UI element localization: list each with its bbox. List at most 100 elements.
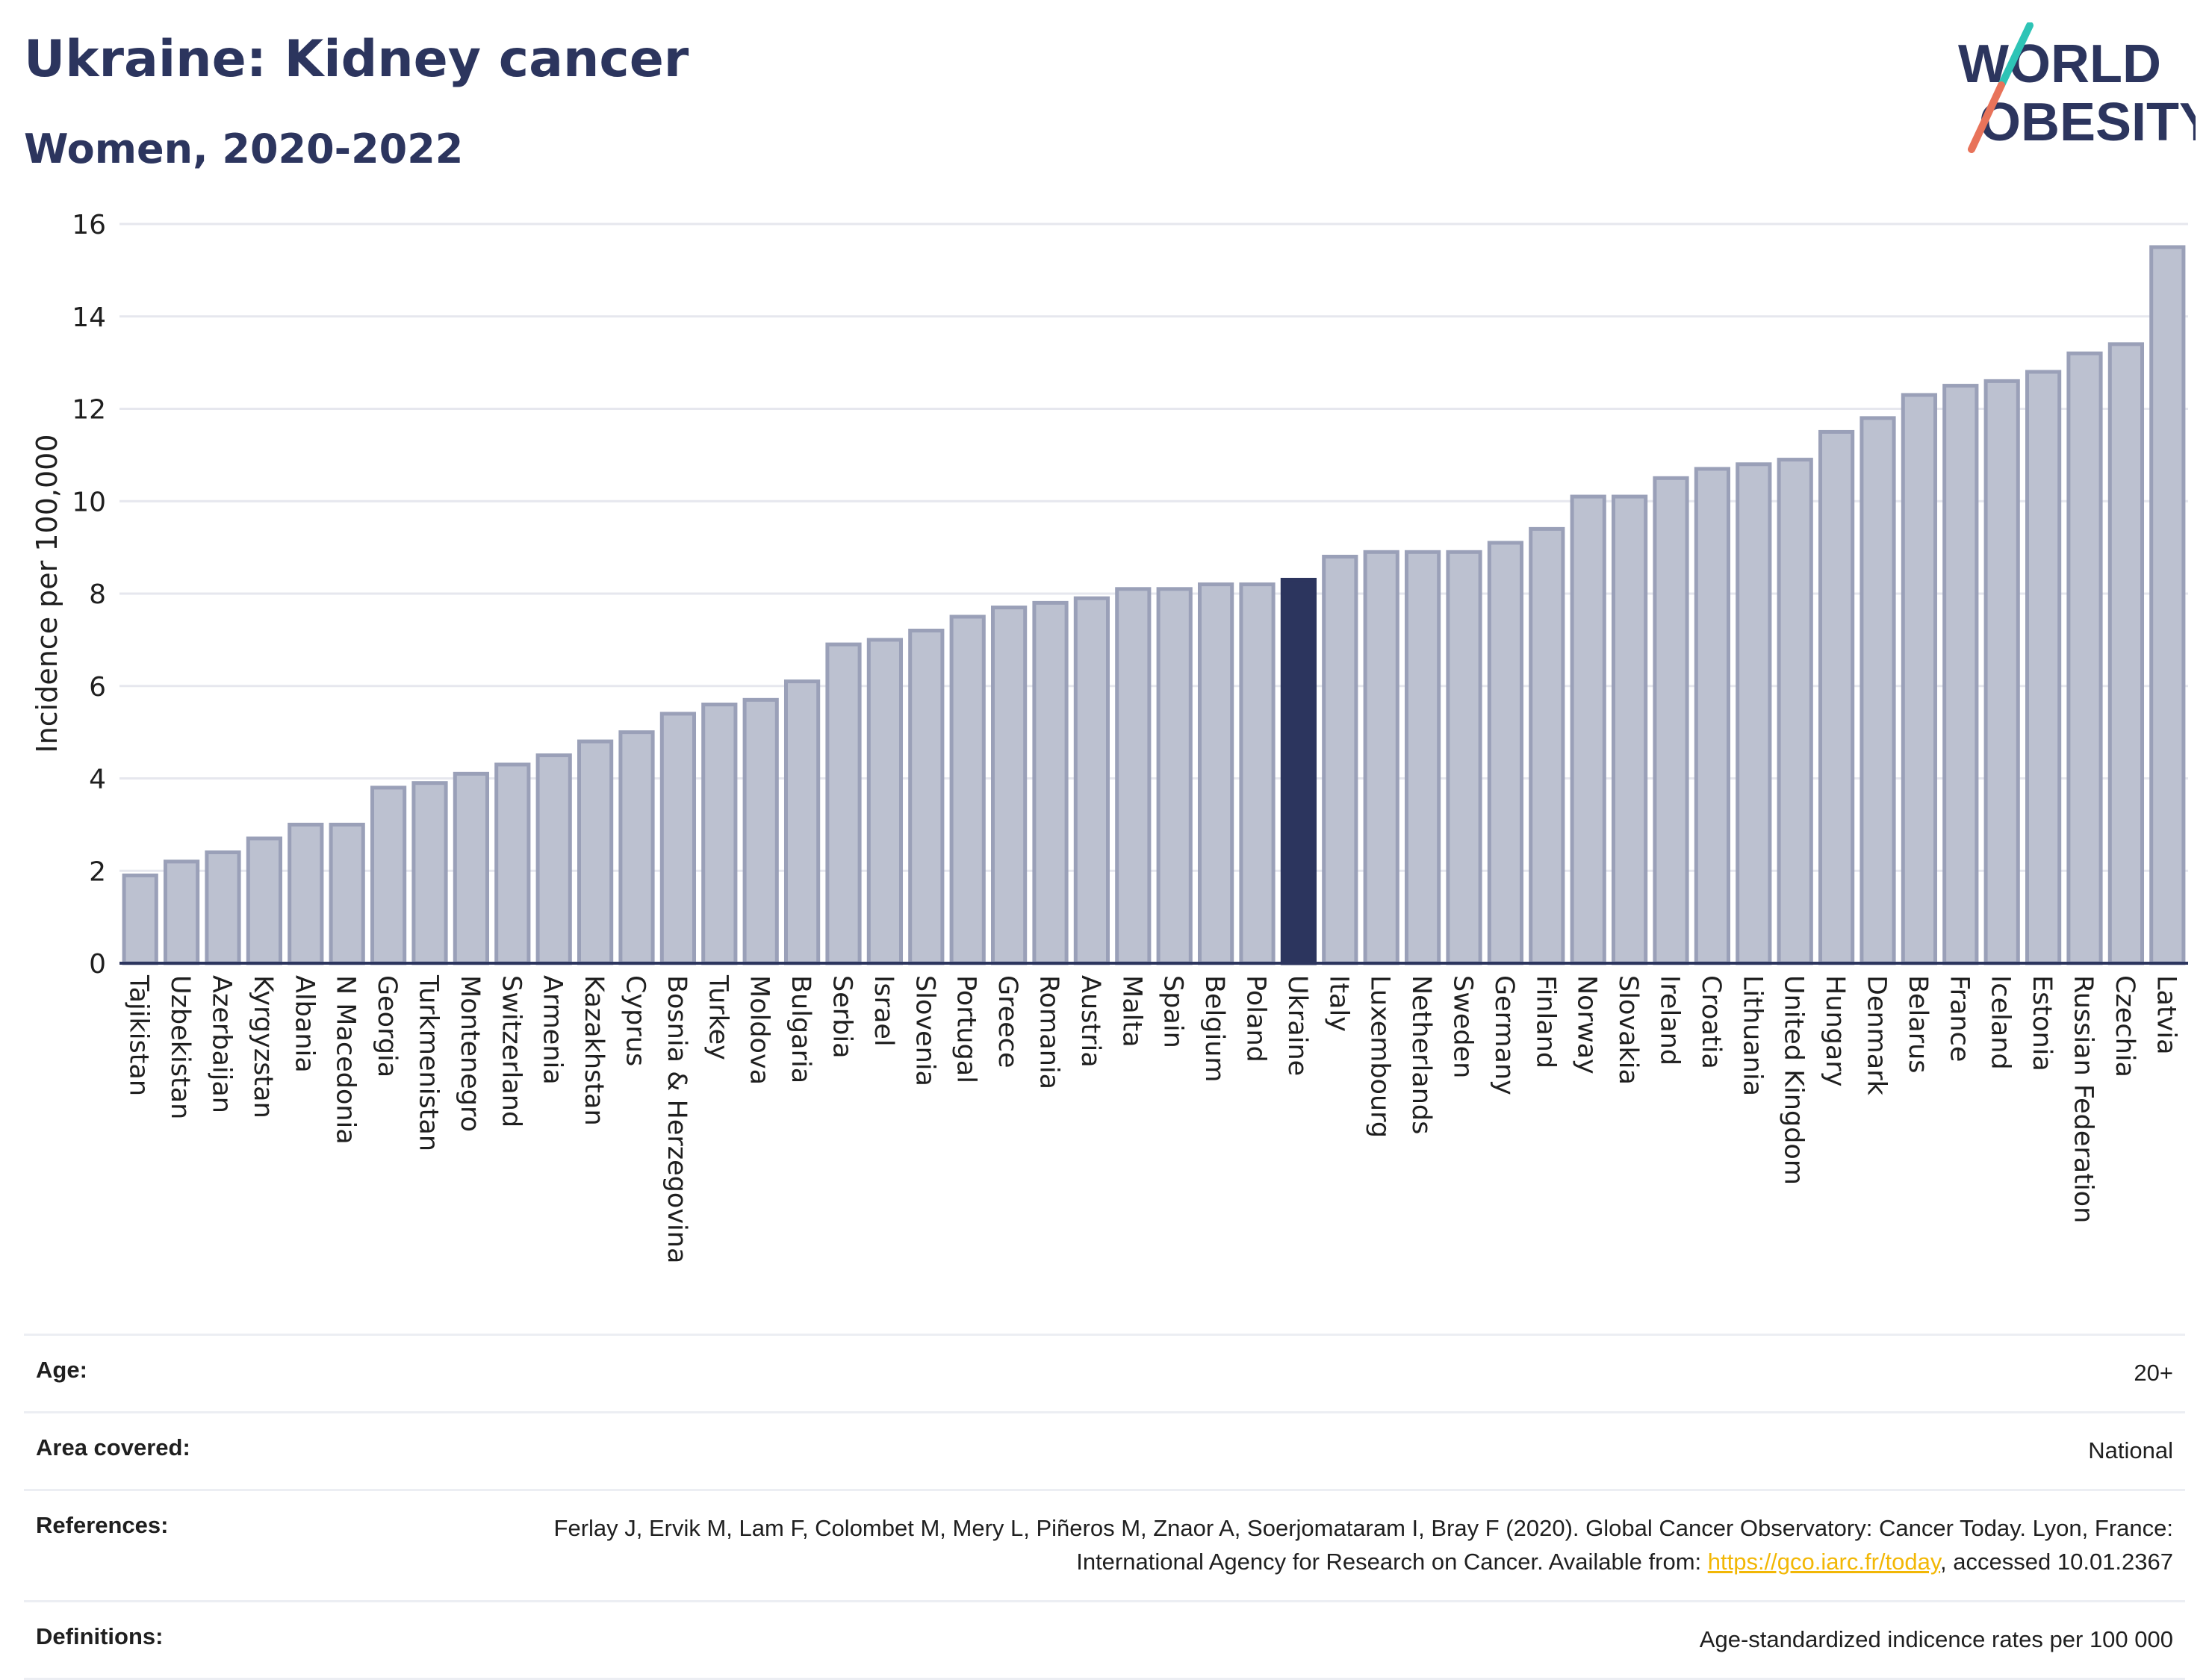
bar <box>1777 458 1813 965</box>
x-tick-label: Greece <box>992 975 1022 1068</box>
age-value: 20+ <box>2134 1360 2173 1386</box>
bar <box>411 781 448 965</box>
bar <box>1901 393 1938 965</box>
bar <box>1156 587 1193 965</box>
bar <box>577 739 614 965</box>
world-obesity-logo: WORLD OBESITY <box>1949 22 2209 157</box>
info-table: Age: 20+ Area covered: National Referenc… <box>24 1334 2185 1680</box>
bar <box>288 822 324 965</box>
x-tick-label: Estonia <box>2027 975 2057 1071</box>
x-tick-label: Latvia <box>2151 975 2181 1055</box>
x-tick-label: Croatia <box>1696 975 1726 1069</box>
x-tick-label: Armenia <box>538 975 568 1085</box>
bar-chart: 0 2 4 6 8 10 12 14 16 Tajikistan Uzbekistan Azerba… <box>0 179 2209 1344</box>
y-tick-labels: 0 2 4 6 8 10 12 14 16 <box>72 210 106 980</box>
x-tick-label: Portugal <box>951 975 981 1083</box>
logo-graphic: WORLD OBESITY <box>1958 22 2209 153</box>
bar <box>1529 526 1565 965</box>
info-row-definitions: Definitions: Age-standardized indicence … <box>24 1599 2185 1680</box>
bar <box>535 753 572 965</box>
bar <box>1239 582 1276 965</box>
bar <box>618 730 655 965</box>
x-tick-label: Belgium <box>1199 975 1229 1083</box>
bar <box>370 785 407 965</box>
x-tick-label: Czechia <box>2110 975 2140 1077</box>
x-tick-label: Norway <box>1572 975 1602 1074</box>
bar-highlight <box>1280 577 1317 965</box>
x-tick-label: Uzbekistan <box>165 975 195 1119</box>
bar <box>453 771 490 965</box>
x-tick-label: Hungary <box>1820 975 1850 1086</box>
x-tick-label: France <box>1944 975 1974 1062</box>
x-tick-label: Ukraine <box>1282 975 1312 1076</box>
x-tick-labels: Tajikistan Uzbekistan Azerbaijan Kyrgyzstan… <box>124 974 2181 1263</box>
y-tick-label: 16 <box>72 210 106 240</box>
x-tick-label: Malta <box>1116 975 1146 1048</box>
x-tick-label: Germany <box>1489 975 1519 1095</box>
bar <box>2025 370 2062 965</box>
bar <box>246 836 283 965</box>
logo-line1: WORLD <box>1958 34 2161 94</box>
x-tick-label: Slovakia <box>1613 975 1643 1085</box>
chart-svg: 0 2 4 6 8 10 12 14 16 Tajikistan Uzbekistan Azerba… <box>31 210 2188 1263</box>
x-tick-label: Cyprus <box>621 975 650 1066</box>
y-tick-label: 14 <box>72 302 106 333</box>
bar <box>1736 462 1772 965</box>
info-row-references: References: Ferlay J, Ervik M, Lam F, Co… <box>24 1488 2185 1600</box>
bar <box>659 712 697 965</box>
x-tick-label: Montenegro <box>455 975 485 1132</box>
bar <box>866 638 904 965</box>
x-tick-label: Denmark <box>1862 975 1892 1096</box>
bar <box>1570 494 1606 965</box>
bar <box>1073 596 1110 965</box>
y-tick-label: 10 <box>72 487 106 517</box>
bar <box>163 859 200 965</box>
bar <box>2066 351 2103 965</box>
x-tick-label: Iceland <box>1986 975 2016 1070</box>
references-text-2: , accessed 10.01.2367 <box>1940 1548 2173 1575</box>
bar <box>783 679 821 965</box>
bar <box>1818 429 1855 965</box>
x-tick-label: Ireland <box>1655 975 1685 1065</box>
x-tick-label: Bosnia & Herzegovina <box>662 975 692 1263</box>
bar <box>122 873 158 965</box>
references-text-1: Ferlay J, Ervik M, Lam F, Colombet M, Me… <box>553 1514 2173 1575</box>
bar <box>1363 550 1399 965</box>
x-tick-label: United Kingdom <box>1779 975 1809 1185</box>
bar <box>908 629 945 965</box>
logo-line2: OBESITY <box>1979 93 2196 152</box>
definitions-value: Age-standardized indicence rates per 100… <box>1699 1625 2173 1652</box>
bar <box>990 606 1028 965</box>
x-tick-label: Tajikistan <box>124 974 154 1096</box>
area-value: National <box>2088 1437 2173 1463</box>
y-tick-label: 6 <box>89 672 106 703</box>
references-link[interactable]: https://gco.iarc.fr/today <box>1707 1548 1941 1575</box>
x-tick-label: Poland <box>1241 975 1271 1063</box>
bar <box>949 615 986 965</box>
bar <box>1404 550 1441 965</box>
y-axis-title: Incidence per 100,000 <box>31 434 63 753</box>
definitions-label: Definitions: <box>36 1623 164 1649</box>
y-tick-label: 2 <box>89 856 106 887</box>
bar <box>494 762 531 965</box>
page-title: Ukraine: Kidney cancer <box>24 30 689 89</box>
bar <box>1983 379 2020 965</box>
bar <box>742 697 779 965</box>
bar <box>1611 494 1648 965</box>
x-tick-label: Lithuania <box>1737 975 1767 1096</box>
y-tick-label: 0 <box>89 949 106 980</box>
y-tick-label: 4 <box>89 765 106 795</box>
page-subtitle: Women, 2020-2022 <box>24 125 464 172</box>
x-tick-label: Turkmenistan <box>414 974 444 1151</box>
references-label: References: <box>36 1511 169 1538</box>
x-tick-label: Georgia <box>372 975 402 1077</box>
bar <box>2149 245 2186 965</box>
x-tick-label: Bulgaria <box>786 975 815 1083</box>
x-tick-label: Spain <box>1158 975 1188 1048</box>
logo-slash-teal <box>1998 22 2034 89</box>
x-tick-label: N Macedonia <box>331 975 361 1145</box>
bar <box>1694 467 1731 965</box>
logo-slash-coral <box>1968 81 2005 153</box>
bar <box>1197 582 1234 965</box>
bar <box>1942 384 1979 965</box>
